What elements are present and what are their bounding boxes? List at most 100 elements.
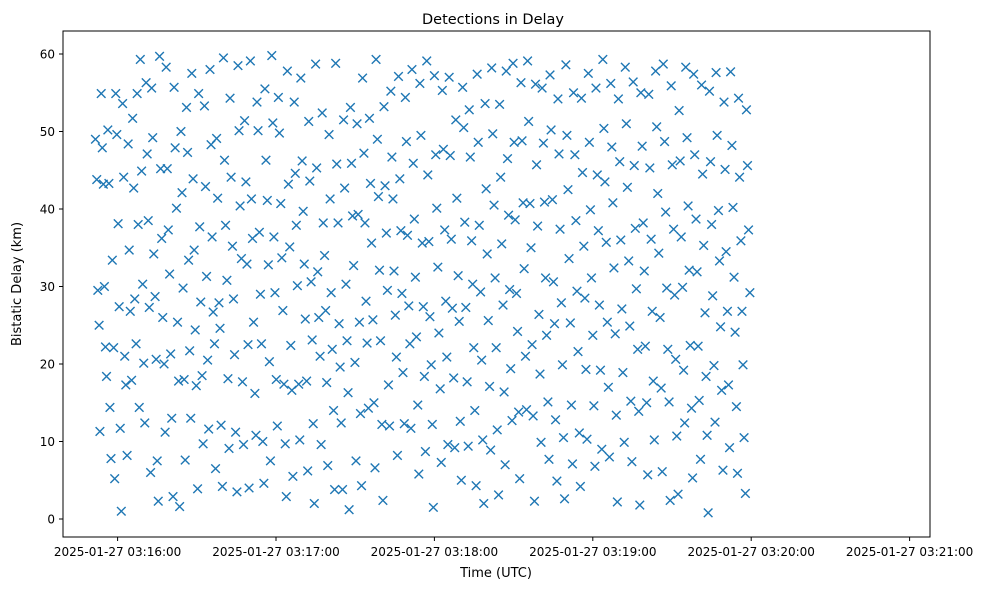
data-point: [294, 435, 305, 445]
data-point: [411, 332, 422, 342]
data-point: [190, 325, 201, 335]
data-point: [241, 177, 251, 187]
data-point: [666, 80, 677, 91]
data-point: [334, 318, 344, 329]
data-point: [702, 430, 712, 441]
data-point: [459, 217, 470, 227]
data-point: [500, 459, 510, 470]
data-point: [483, 315, 494, 326]
data-point: [256, 339, 267, 349]
data-point: [135, 54, 146, 65]
data-point: [465, 152, 476, 162]
data-point: [350, 357, 360, 368]
data-point: [274, 128, 285, 138]
data-point: [331, 159, 342, 169]
data-point: [731, 401, 742, 412]
data-point: [478, 498, 489, 509]
data-point: [543, 397, 553, 407]
data-point: [532, 221, 543, 231]
data-point: [667, 160, 678, 170]
data-point: [612, 497, 623, 507]
data-point: [492, 425, 503, 435]
data-point: [620, 62, 631, 72]
data-point: [729, 272, 739, 282]
data-point: [217, 481, 228, 492]
data-point: [283, 179, 294, 189]
data-point: [633, 406, 644, 417]
data-point: [526, 242, 536, 253]
data-point: [504, 284, 515, 295]
data-point: [570, 149, 580, 160]
data-point: [395, 173, 405, 184]
data-point: [177, 187, 187, 198]
data-point: [718, 465, 728, 475]
data-point: [416, 130, 426, 141]
data-point: [683, 201, 693, 211]
data-point: [481, 184, 491, 194]
data-point: [589, 401, 599, 411]
data-point: [321, 377, 332, 388]
data-point: [281, 491, 292, 502]
data-point: [142, 149, 152, 159]
data-point: [272, 421, 283, 431]
data-point: [640, 341, 651, 351]
data-point: [269, 232, 279, 242]
data-point: [600, 177, 610, 187]
data-point: [596, 444, 607, 455]
data-point: [406, 423, 416, 434]
data-point: [619, 437, 630, 448]
data-point: [270, 287, 280, 298]
data-point: [599, 123, 609, 134]
data-point: [173, 376, 184, 386]
data-point: [648, 376, 659, 386]
data-point: [645, 163, 655, 173]
data-point: [352, 118, 362, 129]
data-point: [259, 478, 269, 489]
data-point: [581, 364, 591, 375]
data-point: [387, 152, 397, 162]
data-point: [126, 375, 137, 386]
data-point: [291, 220, 302, 231]
data-point: [535, 369, 545, 379]
data-point: [210, 463, 221, 474]
data-point: [630, 223, 641, 234]
data-point: [453, 270, 463, 281]
data-point: [565, 318, 576, 328]
data-point: [215, 323, 225, 334]
data-point: [588, 330, 598, 341]
data-point: [685, 340, 696, 351]
y-axis-label: Bistatic Delay (km): [10, 222, 25, 346]
x-tick-label: 2025-01-27 03:20:00: [687, 545, 814, 559]
data-point: [503, 210, 514, 220]
data-point: [734, 172, 745, 183]
data-point: [235, 201, 245, 211]
data-point: [603, 382, 614, 393]
data-point: [575, 481, 586, 492]
data-point: [125, 306, 136, 317]
data-point: [695, 454, 706, 465]
data-point: [100, 342, 111, 352]
data-point: [237, 377, 248, 387]
data-point: [618, 367, 628, 378]
data-point: [522, 56, 533, 66]
data-point: [118, 172, 129, 183]
data-point: [389, 266, 399, 276]
data-point: [686, 403, 697, 413]
data-point: [226, 172, 236, 183]
data-markers: [90, 50, 755, 518]
data-point: [592, 170, 603, 180]
data-point: [721, 246, 731, 257]
data-point: [99, 281, 110, 292]
data-point: [185, 413, 196, 424]
data-point: [670, 354, 681, 365]
data-point: [369, 397, 379, 408]
data-point: [728, 202, 738, 213]
data-point: [168, 491, 178, 502]
data-point: [120, 380, 131, 390]
data-point: [292, 280, 303, 291]
data-point: [330, 58, 341, 69]
data-point: [176, 126, 186, 137]
data-point: [301, 376, 312, 386]
data-point: [166, 413, 177, 424]
data-point: [430, 149, 441, 160]
